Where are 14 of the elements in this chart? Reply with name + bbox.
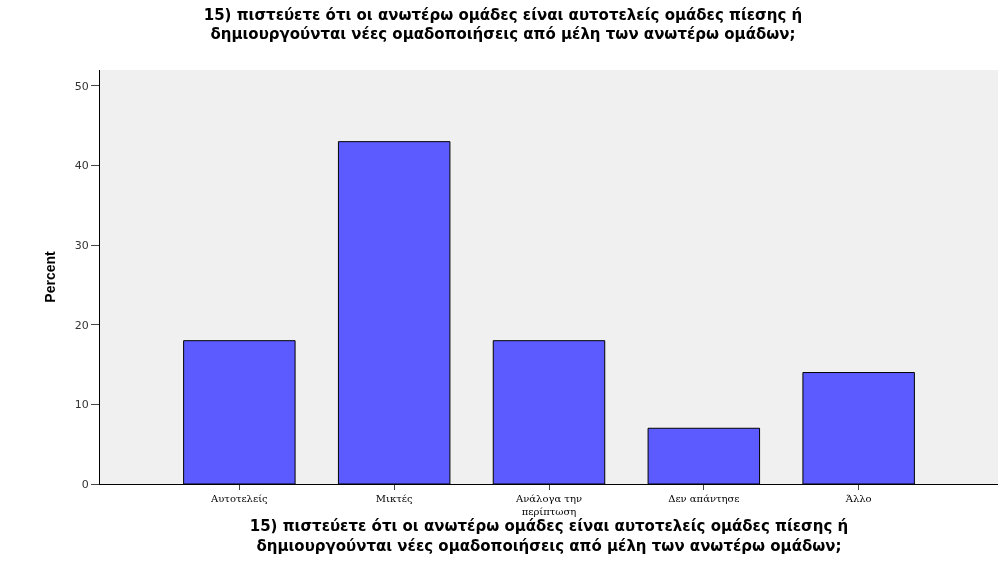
y-tick-label: 50 [74,79,89,93]
x-axis-title: 15) πιστεύετε ότι οι ανωτέρω ομάδες είναι αυτοτελείς ομάδες πίεσης ή δημιουργούνται νέες ομαδοποιήσεις από μέλη των ανωτέρω ομάδων; [249,517,849,555]
y-tick-label: 0 [81,477,89,491]
y-tick-label: 20 [74,318,89,332]
y-axis-title: Percent [42,250,59,303]
x-tick-label: Άλλο [844,493,872,504]
x-tick-label: Αυτοτελείς [210,493,269,504]
chart-title: 15) πιστεύετε ότι οι ανωτέρω ομάδες είναι αυτοτελείς ομάδες πίεσης ή δημιουργούνται νέες ομαδοποιήσεις από μέλη των ανωτέρω ομάδων; [203,5,803,44]
x-tick-label: Ανάλογα την περίπτωση [515,493,582,517]
y-tick-label: 30 [74,239,89,252]
y-tick-label: 40 [74,159,89,173]
y-tick-label: 10 [74,398,89,412]
x-tick-label: Δεν απάντησε [668,493,740,504]
x-tick-label: Μικτές [375,493,413,504]
